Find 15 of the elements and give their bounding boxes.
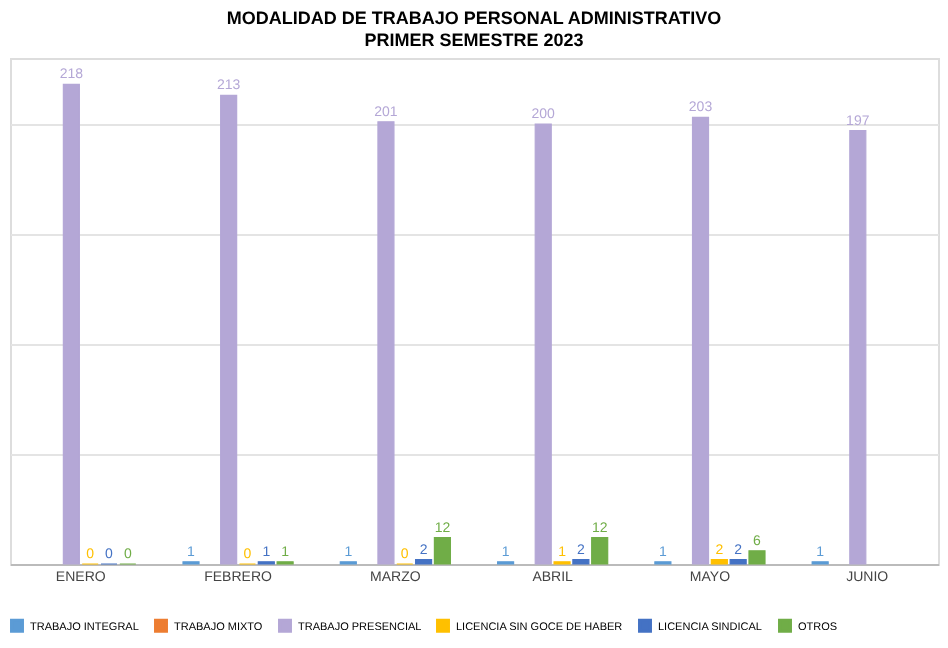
bar bbox=[377, 121, 395, 565]
bar bbox=[433, 537, 452, 565]
bar bbox=[591, 537, 609, 565]
bar bbox=[572, 559, 590, 565]
bar bbox=[534, 123, 552, 565]
bar bbox=[710, 559, 728, 565]
bar bbox=[220, 94, 238, 565]
bar bbox=[849, 130, 867, 565]
bar bbox=[691, 116, 710, 565]
text: MODALIDAD DE TRABAJO PERSONAL ADMINISTRATIVO bbox=[226, 8, 722, 28]
bar bbox=[748, 550, 766, 565]
text: PRIMER SEMESTRE 2023 bbox=[364, 30, 584, 50]
bar bbox=[414, 559, 433, 565]
bar bbox=[62, 83, 80, 565]
bar bbox=[729, 559, 747, 565]
